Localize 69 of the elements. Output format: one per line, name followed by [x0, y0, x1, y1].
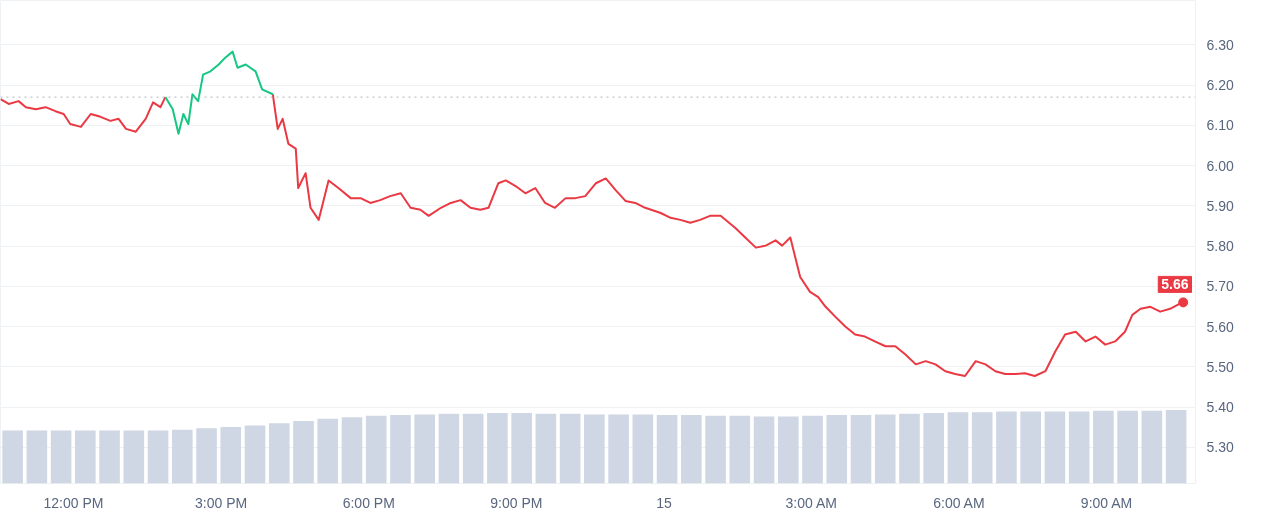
bar [268, 423, 290, 484]
bar [874, 414, 896, 484]
bar [196, 428, 217, 484]
bar [220, 426, 242, 484]
bar [365, 415, 387, 484]
bar [244, 425, 266, 484]
bar [705, 415, 726, 484]
bar [147, 430, 169, 484]
bar [850, 415, 872, 484]
bar [171, 429, 193, 484]
bar [559, 413, 581, 484]
y-tick-label: 6.30 [1206, 36, 1234, 53]
bar [681, 415, 702, 484]
y-tick-label: 6.20 [1206, 77, 1234, 94]
bar [462, 413, 484, 484]
y-tick-label: 5.30 [1206, 439, 1234, 456]
y-tick-label: 5.60 [1206, 318, 1234, 335]
bar [1141, 410, 1163, 484]
bar [1117, 410, 1138, 484]
bar [899, 413, 920, 484]
bar [1068, 411, 1090, 484]
y-tick-label: 5.80 [1206, 238, 1234, 255]
bar [341, 417, 363, 484]
y-tick-label: 5.70 [1206, 278, 1234, 295]
x-tick-label: 9:00 PM [490, 494, 543, 511]
bar [584, 414, 605, 484]
bar [656, 415, 678, 484]
x-tick-label: 12:00 PM [43, 494, 104, 511]
bar [608, 414, 629, 484]
bar [75, 430, 96, 484]
bar [996, 411, 1017, 484]
bar [511, 412, 532, 484]
bar [729, 415, 751, 484]
bar [123, 430, 145, 484]
x-tick-label: 3:00 PM [195, 494, 248, 511]
x-tick-label: 6:00 AM [933, 494, 985, 511]
x-tick-label: 3:00 AM [785, 494, 837, 511]
bar [2, 430, 23, 484]
y-tick-label: 5.50 [1206, 358, 1234, 375]
bar [293, 421, 314, 484]
bar [1093, 410, 1114, 484]
bar [317, 418, 339, 484]
y-tick-label: 6.10 [1206, 117, 1234, 134]
bar [487, 412, 508, 484]
y-tick-label: 5.40 [1206, 399, 1234, 416]
bar [438, 413, 460, 484]
bar [777, 416, 799, 484]
bar [826, 415, 848, 484]
bar [26, 430, 48, 484]
y-tick-label: 5.90 [1206, 197, 1234, 214]
bar [99, 430, 120, 484]
y-tick-label: 6.00 [1206, 157, 1234, 174]
x-tick-label: 15 [656, 494, 673, 511]
bar [632, 414, 654, 484]
x-tick-label: 9:00 AM [1080, 494, 1133, 511]
bar [50, 430, 72, 484]
bar [947, 412, 969, 484]
bar [535, 413, 557, 484]
bar [1044, 411, 1066, 484]
bar [1020, 411, 1041, 484]
bar [390, 415, 411, 484]
bar [1165, 409, 1187, 484]
x-tick-label: 6:00 PM [342, 494, 395, 511]
bar [971, 412, 993, 484]
annotation: 5.66 [1161, 276, 1189, 293]
bar [802, 415, 823, 484]
bar [414, 414, 435, 484]
bar [923, 412, 945, 484]
bar [753, 416, 775, 484]
